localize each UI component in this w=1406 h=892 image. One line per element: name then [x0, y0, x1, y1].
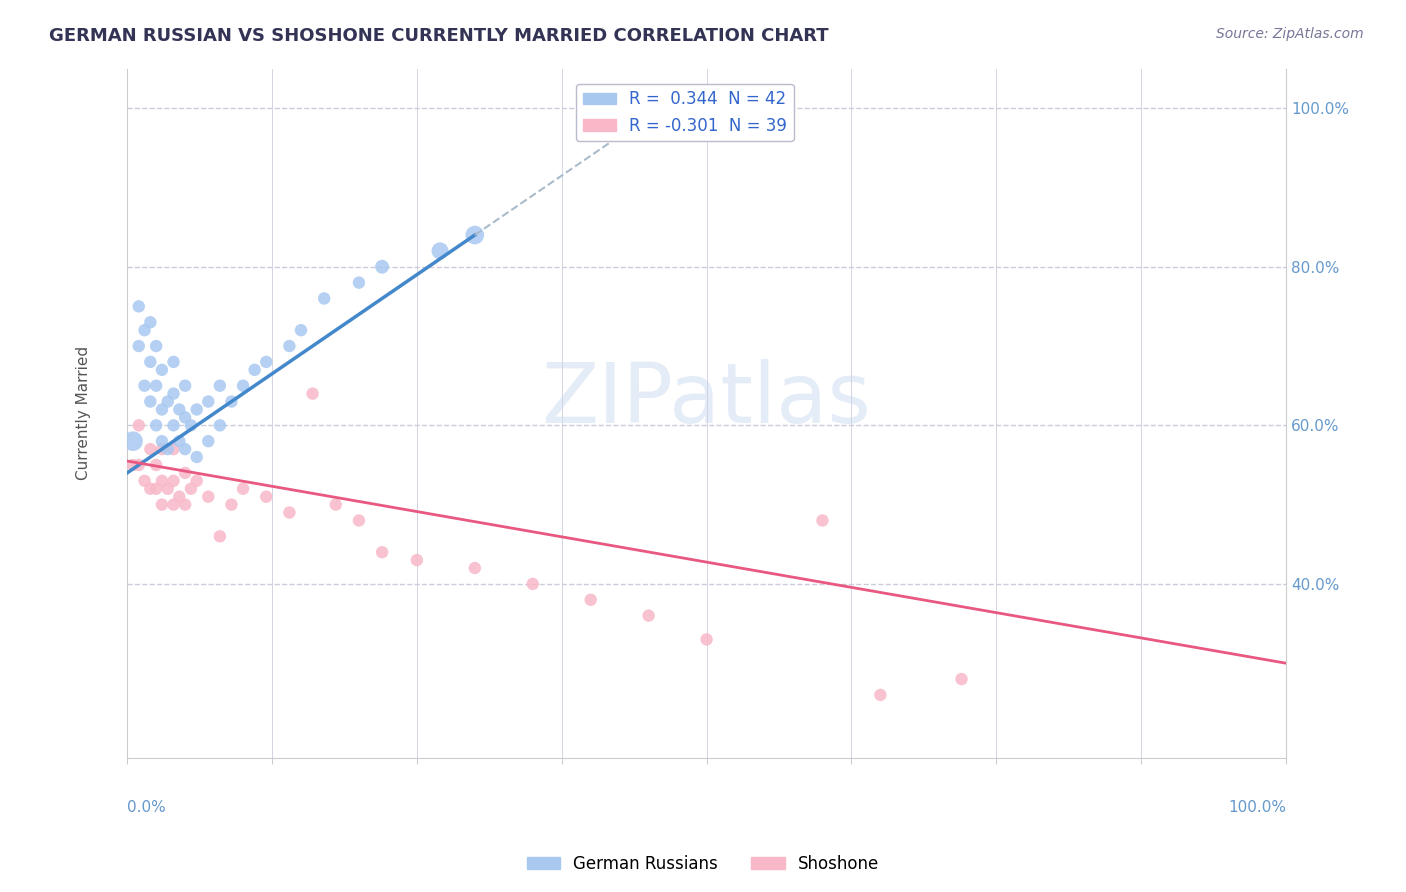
Point — [150, 363, 173, 377]
Point — [174, 466, 197, 480]
Point — [811, 513, 834, 527]
Point — [290, 323, 312, 337]
Point — [347, 513, 370, 527]
Point — [197, 490, 219, 504]
Text: Source: ZipAtlas.com: Source: ZipAtlas.com — [1216, 27, 1364, 41]
Text: 0.0%: 0.0% — [127, 800, 166, 814]
Point — [637, 608, 659, 623]
Point — [347, 276, 370, 290]
Point — [169, 490, 191, 504]
Point — [134, 378, 156, 392]
Point — [243, 363, 266, 377]
Point — [232, 482, 254, 496]
Point — [139, 442, 162, 456]
Point — [174, 378, 197, 392]
Point — [232, 378, 254, 392]
Point — [186, 474, 208, 488]
Point — [522, 577, 544, 591]
Point — [869, 688, 891, 702]
Point — [134, 474, 156, 488]
Legend: R =  0.344  N = 42, R = -0.301  N = 39: R = 0.344 N = 42, R = -0.301 N = 39 — [576, 84, 794, 142]
Point — [174, 442, 197, 456]
Point — [464, 227, 486, 242]
Point — [221, 394, 243, 409]
Point — [122, 458, 145, 472]
Point — [145, 339, 167, 353]
Point — [950, 672, 973, 686]
Point — [128, 458, 150, 472]
Point — [156, 482, 179, 496]
Point — [128, 299, 150, 313]
Text: Currently Married: Currently Married — [76, 346, 90, 481]
Point — [186, 402, 208, 417]
Point — [429, 244, 451, 258]
Point — [208, 529, 231, 543]
Point — [150, 402, 173, 417]
Point — [128, 418, 150, 433]
Point — [174, 410, 197, 425]
Point — [278, 506, 301, 520]
Point — [325, 498, 347, 512]
Point — [128, 339, 150, 353]
Point — [139, 355, 162, 369]
Point — [186, 450, 208, 464]
Point — [150, 498, 173, 512]
Point — [162, 474, 184, 488]
Point — [139, 482, 162, 496]
Point — [150, 442, 173, 456]
Point — [162, 386, 184, 401]
Point — [156, 442, 179, 456]
Point — [278, 339, 301, 353]
Point — [145, 458, 167, 472]
Point — [221, 498, 243, 512]
Point — [150, 474, 173, 488]
Point — [254, 490, 277, 504]
Point — [150, 434, 173, 449]
Point — [314, 292, 336, 306]
Point — [139, 394, 162, 409]
Point — [197, 434, 219, 449]
Point — [145, 418, 167, 433]
Point — [162, 442, 184, 456]
Point — [139, 315, 162, 329]
Text: GERMAN RUSSIAN VS SHOSHONE CURRENTLY MARRIED CORRELATION CHART: GERMAN RUSSIAN VS SHOSHONE CURRENTLY MAR… — [49, 27, 828, 45]
Point — [156, 394, 179, 409]
Point — [145, 482, 167, 496]
Text: ZIPatlas: ZIPatlas — [541, 359, 872, 440]
Legend: German Russians, Shoshone: German Russians, Shoshone — [520, 848, 886, 880]
Point — [371, 260, 394, 274]
Point — [208, 418, 231, 433]
Point — [579, 592, 602, 607]
Point — [169, 402, 191, 417]
Point — [122, 434, 145, 449]
Point — [134, 323, 156, 337]
Point — [145, 378, 167, 392]
Point — [208, 378, 231, 392]
Point — [180, 418, 202, 433]
Point — [371, 545, 394, 559]
Point — [197, 394, 219, 409]
Text: 100.0%: 100.0% — [1227, 800, 1286, 814]
Point — [162, 498, 184, 512]
Point — [174, 498, 197, 512]
Point — [696, 632, 718, 647]
Point — [180, 482, 202, 496]
Point — [162, 355, 184, 369]
Point — [254, 355, 277, 369]
Point — [405, 553, 427, 567]
Point — [464, 561, 486, 575]
Point — [162, 418, 184, 433]
Point — [169, 434, 191, 449]
Point — [301, 386, 323, 401]
